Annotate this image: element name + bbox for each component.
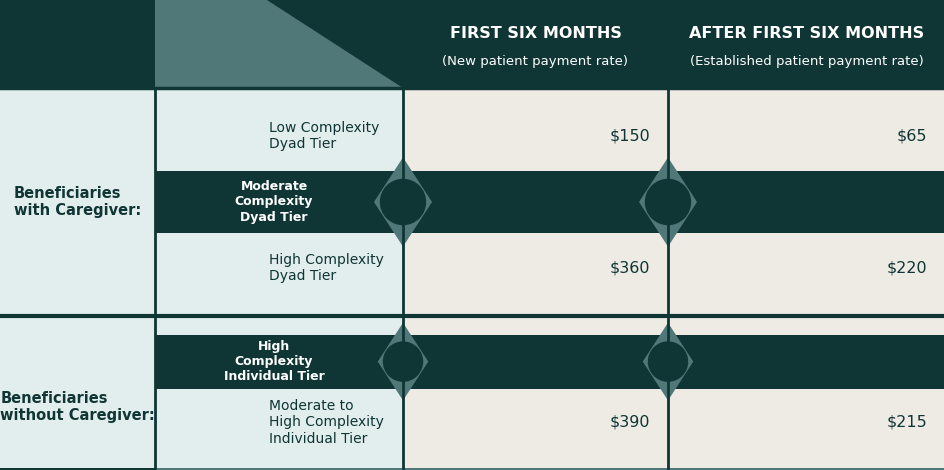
Text: Beneficiaries
without Caregiver:: Beneficiaries without Caregiver: [0,391,155,423]
Bar [155,171,944,233]
Polygon shape [638,157,697,247]
Bar [0,316,155,468]
Bar [402,0,667,88]
Text: FIRST SIX MONTHS: FIRST SIX MONTHS [449,26,621,41]
Polygon shape [266,0,402,88]
Text: High Complexity
Dyad Tier: High Complexity Dyad Tier [269,253,383,283]
Text: Moderate
Complexity
Dyad Tier: Moderate Complexity Dyad Tier [235,180,312,224]
Circle shape [382,341,423,382]
Polygon shape [374,157,431,247]
Circle shape [379,179,426,225]
Text: Low Complexity
Dyad Tier: Low Complexity Dyad Tier [269,121,379,151]
Bar [667,316,944,468]
Text: $150: $150 [609,128,649,143]
Polygon shape [378,323,428,400]
Circle shape [644,179,690,225]
Text: High
Complexity
Individual Tier: High Complexity Individual Tier [224,340,324,383]
Text: (New patient payment rate): (New patient payment rate) [442,55,628,68]
Bar [0,88,155,316]
Text: $215: $215 [885,415,926,430]
Bar [402,88,667,316]
Text: Moderate to
High Complexity
Individual Tier: Moderate to High Complexity Individual T… [269,399,383,446]
Bar [155,316,402,468]
Text: Beneficiaries
with Caregiver:: Beneficiaries with Caregiver: [14,186,141,218]
Bar [667,88,944,316]
Text: $390: $390 [609,415,649,430]
Text: $220: $220 [885,261,926,275]
Text: $65: $65 [896,128,926,143]
Bar [402,316,667,468]
Bar [155,468,944,470]
Circle shape [647,341,687,382]
Text: $360: $360 [609,261,649,275]
Text: (Established patient payment rate): (Established patient payment rate) [689,55,922,68]
Bar [667,0,944,88]
Bar [0,468,155,470]
Bar [155,0,402,88]
Bar [155,335,944,389]
Bar [155,88,402,316]
Polygon shape [642,323,693,400]
Bar [0,0,402,88]
Text: AFTER FIRST SIX MONTHS: AFTER FIRST SIX MONTHS [688,26,923,41]
